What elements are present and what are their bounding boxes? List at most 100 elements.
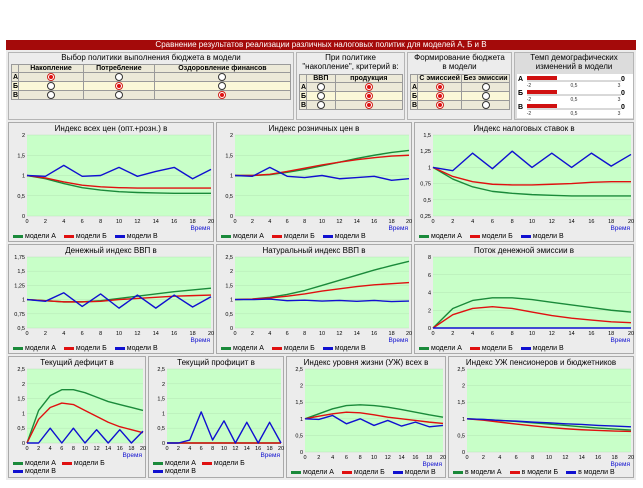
legend-swatch <box>469 234 480 238</box>
chart-plot-svg: 1,5 1,25 1 0,75 0,5 0,250 2 4 6 8 10 12 14 16 18 20Врем… <box>420 133 634 232</box>
chart-title: Индекс УЖ пенсионеров и бюджетников <box>465 358 617 367</box>
x-tick-label: 6 <box>81 219 84 225</box>
row-letter: А <box>10 72 20 82</box>
row-letter: А <box>409 82 419 92</box>
budget-panel: Формирование бюджета в модели С эмиссией… <box>407 52 512 120</box>
criterion-radio[interactable] <box>316 101 325 109</box>
chart-title: Текущий дефицит в <box>40 358 114 367</box>
chart-legend: модели А модели Б модели В <box>13 460 143 476</box>
y-tick-label: 1,5 <box>17 269 25 275</box>
demography-tick-label: 3 <box>618 83 621 88</box>
demography-tick-label: 3 <box>618 111 621 116</box>
x-tick-label: 4 <box>471 331 474 337</box>
budget-row: Б <box>409 91 510 101</box>
budget-radio[interactable] <box>481 83 490 91</box>
criterion-radio-cell <box>306 82 336 92</box>
plot-area <box>433 135 631 216</box>
demography-value: 0 <box>621 104 625 111</box>
x-tick-label: 12 <box>562 455 568 461</box>
criterion-selector: ВВП продукция А Б В <box>298 74 404 110</box>
row-letter: В <box>518 104 524 111</box>
policy-radio[interactable] <box>114 82 123 90</box>
x-tick-label: 20 <box>440 455 446 461</box>
row-letter-header <box>10 64 20 73</box>
x-tick-label: 16 <box>371 331 377 337</box>
x-tick-label: 12 <box>134 331 140 337</box>
window-title: Сравнение результатов реализации различн… <box>6 40 636 50</box>
legend-swatch <box>392 470 403 474</box>
series-line-C <box>234 166 410 182</box>
budget-radio[interactable] <box>481 101 490 109</box>
budget-col-header: С эмиссией <box>417 74 463 83</box>
x-tick-label: 20 <box>208 331 214 337</box>
time-axis-label: Время <box>610 461 630 468</box>
budget-radio[interactable] <box>435 101 444 109</box>
demography-slider-fill <box>527 90 557 94</box>
legend-swatch <box>13 346 23 350</box>
x-tick-label: 4 <box>498 455 501 461</box>
demography-slider[interactable]: -2 0,5 3 <box>525 102 625 116</box>
legend-item: в модели В <box>566 469 615 477</box>
y-tick-label: 2 <box>230 269 233 275</box>
legend-swatch <box>114 346 125 350</box>
x-tick-label: 10 <box>371 455 377 461</box>
y-tick-label: 1,5 <box>295 400 303 406</box>
criterion-radio[interactable] <box>316 92 325 100</box>
row-letter: В <box>298 100 308 110</box>
chart-3: Индекс налоговых ставок в 1,5 1,25 1 0,75 0,5… <box>414 122 634 242</box>
x-tick-label: 2 <box>44 219 47 225</box>
legend-swatch <box>520 234 531 238</box>
y-tick-label: 0 <box>22 441 25 447</box>
policy-radio[interactable] <box>47 82 55 90</box>
y-tick-label: 1 <box>230 298 233 304</box>
criterion-radio[interactable] <box>364 101 373 109</box>
demography-tick-label: 3 <box>618 97 621 102</box>
x-tick-label: 20 <box>406 331 412 337</box>
criterion-radio[interactable] <box>364 92 373 100</box>
criterion-radio[interactable] <box>364 83 373 91</box>
x-tick-label: 12 <box>134 219 140 225</box>
legend-swatch <box>322 346 333 350</box>
x-tick-label: 14 <box>153 219 159 225</box>
x-tick-label: 18 <box>190 219 196 225</box>
chart-10: Индекс УЖ пенсионеров и бюджетников 2,5 2 1… <box>448 356 634 478</box>
demography-slider-row: А -2 0,5 3 0 <box>517 74 633 88</box>
y-tick-label: 4 <box>428 291 431 297</box>
y-tick-label: 0,5 <box>157 426 165 432</box>
policy-radio[interactable] <box>218 91 227 99</box>
legend-label: модели Б <box>283 345 315 352</box>
chart-legend: в модели А в модели Б в модели В <box>453 469 631 477</box>
demography-tick-label: -2 <box>527 83 532 88</box>
legend-item: модели Б <box>271 345 315 353</box>
row-letter: А <box>298 82 308 92</box>
demography-slider-fill <box>527 104 557 108</box>
criterion-radio[interactable] <box>316 83 325 91</box>
y-tick-label: 0,5 <box>457 433 465 439</box>
demography-slider[interactable]: -2 0,5 3 <box>525 74 625 88</box>
legend-label: модели В <box>165 468 196 475</box>
x-tick-label: 10 <box>529 331 535 337</box>
series-line-A <box>432 297 632 329</box>
policy-radio-cell <box>82 81 155 91</box>
policy-radio[interactable] <box>47 91 55 99</box>
y-tick-label: 1 <box>230 174 233 180</box>
policy-radio[interactable] <box>114 91 123 99</box>
x-tick-label: 0 <box>25 219 28 225</box>
budget-radio[interactable] <box>435 83 444 91</box>
budget-radio[interactable] <box>435 92 444 100</box>
policy-radio[interactable] <box>47 73 55 81</box>
y-tick-label: 6 <box>428 273 431 279</box>
demography-slider[interactable]: -2 0,5 3 <box>525 88 625 102</box>
series-line-C <box>432 150 632 172</box>
y-tick-label: 8 <box>428 255 431 261</box>
policy-radio[interactable] <box>218 73 227 81</box>
budget-radio[interactable] <box>481 92 490 100</box>
policy-radio[interactable] <box>114 73 123 81</box>
chart-title: Индекс налоговых ставок в <box>473 124 575 133</box>
x-tick-label: 6 <box>286 219 289 225</box>
policy-radio[interactable] <box>218 82 227 90</box>
policy-col-header: Накопление <box>18 64 84 73</box>
legend-swatch <box>453 470 463 474</box>
budget-radio-cell <box>417 91 463 101</box>
